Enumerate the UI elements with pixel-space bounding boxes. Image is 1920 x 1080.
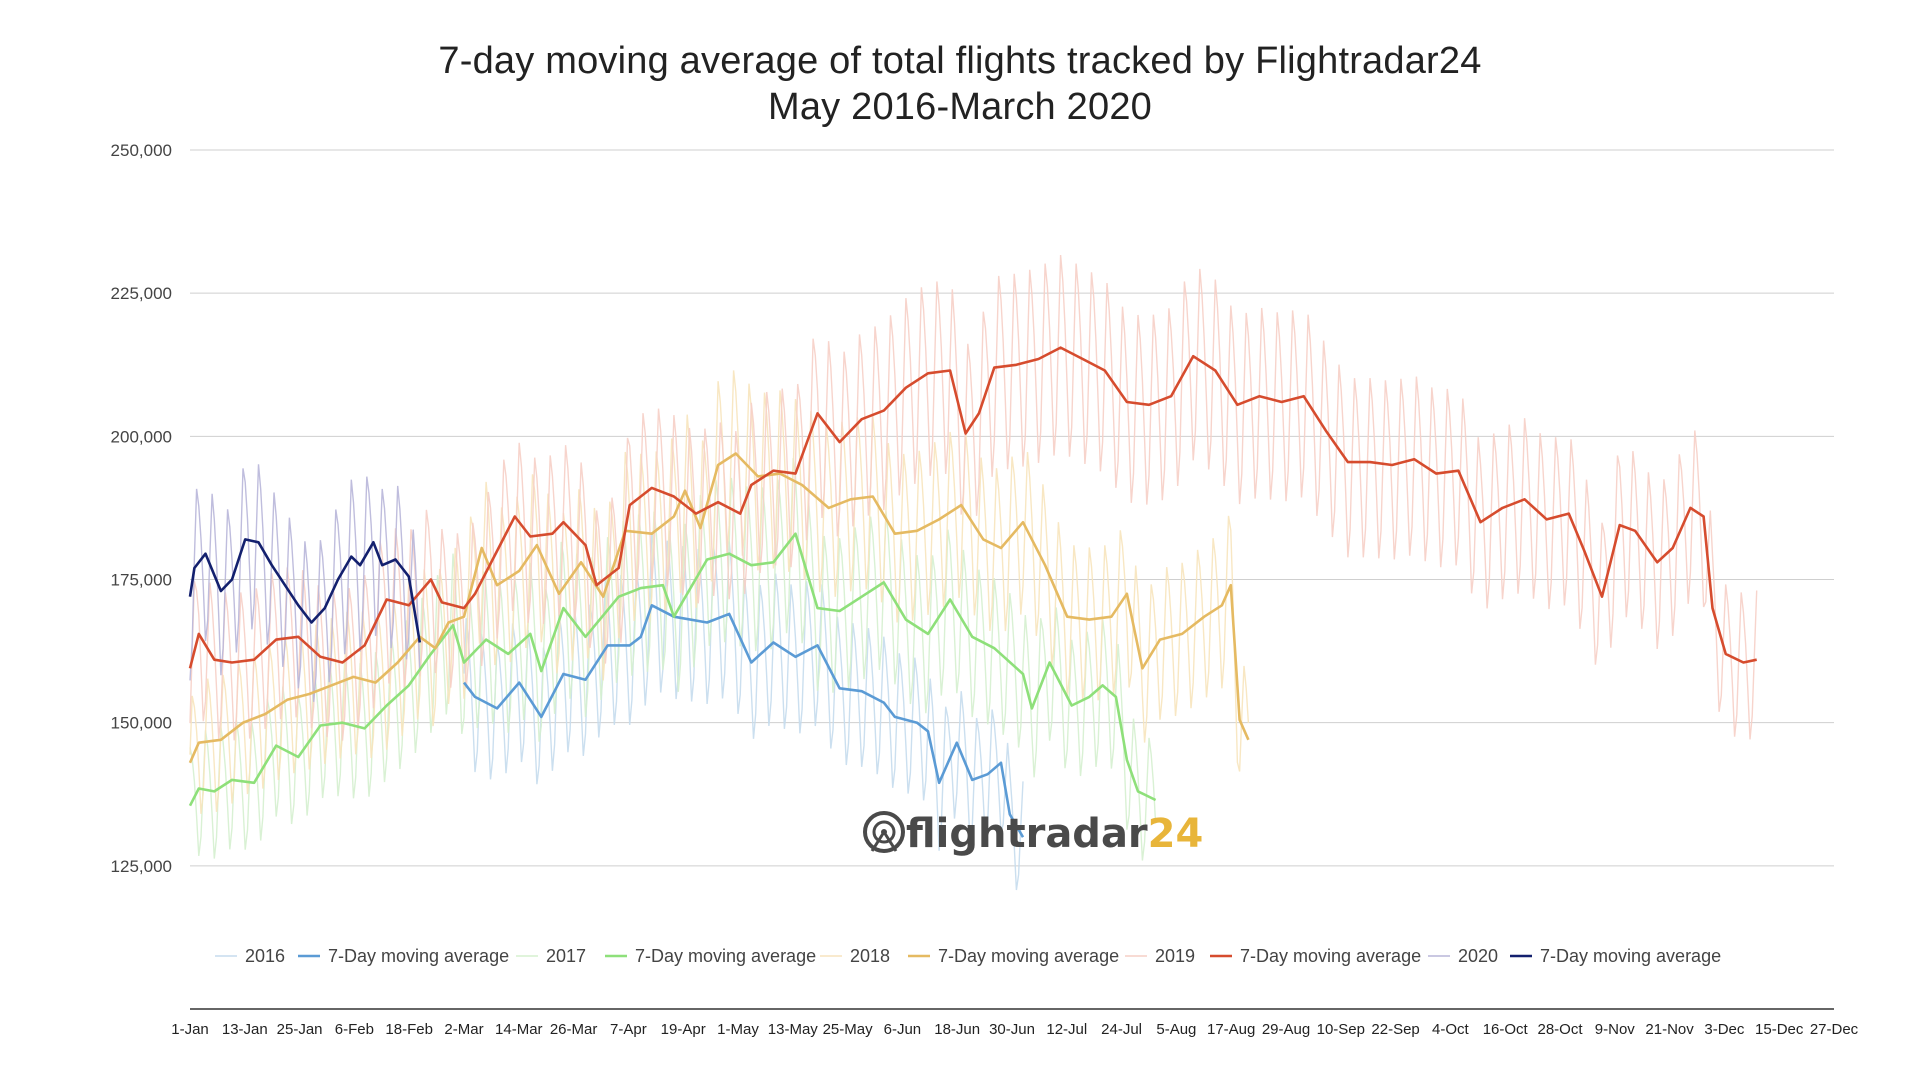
x-tick-label: 16-Oct	[1483, 1021, 1529, 1038]
series-daily-2019	[189, 254, 1758, 741]
x-tick-label: 21-Nov	[1645, 1021, 1694, 1038]
series-layer	[188, 254, 1758, 891]
x-tick-label: 18-Jun	[934, 1021, 980, 1038]
series-daily-2020	[189, 464, 421, 702]
x-tick-label: 19-Apr	[661, 1021, 706, 1038]
legend-label: 2018	[850, 946, 890, 966]
logo-main-text: flightradar	[906, 811, 1148, 857]
x-tick-label: 25-Jan	[277, 1021, 323, 1038]
x-tick-label: 2-Mar	[444, 1021, 483, 1038]
legend: 2016 7-Day moving average 2017 7-Day moving…	[215, 946, 1721, 966]
x-tick-label: 26-Mar	[550, 1021, 598, 1038]
legend-label: 2016	[245, 946, 285, 966]
x-tick-label: 27-Dec	[1810, 1021, 1859, 1038]
x-tick-label: 28-Oct	[1537, 1021, 1583, 1038]
series-daily-2017	[189, 458, 1157, 861]
x-tick-label: 30-Jun	[989, 1021, 1035, 1038]
logo-wordmark: flightradar24	[906, 811, 1203, 857]
x-tick-label: 22-Sep	[1371, 1021, 1419, 1038]
y-tick-label: 250,000	[111, 141, 172, 160]
legend-label: 7-Day moving average	[938, 946, 1119, 966]
series-daily-2018	[189, 370, 1250, 814]
logo-accent-text: 24	[1148, 811, 1204, 857]
chart-subtitle: May 2016-March 2020	[767, 86, 1152, 128]
x-tick-label: 7-Apr	[610, 1021, 647, 1038]
x-tick-label: 17-Aug	[1207, 1021, 1255, 1038]
x-tick-label: 25-May	[823, 1021, 874, 1038]
x-tick-label: 4-Oct	[1432, 1021, 1470, 1038]
x-tick-label: 24-Jul	[1101, 1021, 1142, 1038]
series-moving-average	[188, 452, 1250, 764]
flightradar24-logo: flightradar24	[863, 811, 1203, 857]
x-tick-label: 29-Aug	[1262, 1021, 1310, 1038]
series-moving-average	[188, 538, 422, 643]
series-moving-average	[188, 346, 1757, 669]
x-tick-label: 5-Aug	[1156, 1021, 1196, 1038]
x-tick-label: 18-Feb	[385, 1021, 433, 1038]
x-tick-label: 12-Jul	[1046, 1021, 1087, 1038]
x-tick-label: 13-May	[768, 1021, 819, 1038]
x-tick-label: 9-Nov	[1595, 1021, 1636, 1038]
x-tick-label: 1-May	[717, 1021, 759, 1038]
grid-layer	[190, 149, 1834, 867]
x-tick-label: 15-Dec	[1755, 1021, 1804, 1038]
x-tick-label: 10-Sep	[1317, 1021, 1365, 1038]
x-tick-label: 6-Jun	[884, 1021, 922, 1038]
x-axis-ticks: 1-Jan 13-Jan 25-Jan 6-Feb 18-Feb 2-Mar 14-Mar 2…	[171, 1021, 1858, 1038]
legend-label: 7-Day moving average	[635, 946, 816, 966]
y-axis-ticks: 125,000 150,000 175,000 200,000 225,000 250,0…	[111, 141, 172, 876]
chart-title: 7-day moving average of total flights tr…	[438, 40, 1482, 82]
radar-icon	[863, 811, 905, 853]
legend-label: 2020	[1458, 946, 1498, 966]
y-tick-label: 200,000	[111, 427, 172, 446]
legend-label: 7-Day moving average	[328, 946, 509, 966]
x-tick-label: 6-Feb	[335, 1021, 374, 1038]
x-tick-label: 14-Mar	[495, 1021, 543, 1038]
y-tick-label: 225,000	[111, 284, 172, 303]
legend-label: 2017	[546, 946, 586, 966]
series-moving-average	[462, 604, 1025, 838]
y-tick-label: 175,000	[111, 571, 172, 590]
y-tick-label: 125,000	[111, 857, 172, 876]
x-tick-label: 3-Dec	[1704, 1021, 1745, 1038]
series-moving-average	[188, 532, 1157, 807]
x-tick-label: 1-Jan	[171, 1021, 209, 1038]
legend-label: 7-Day moving average	[1540, 946, 1721, 966]
x-tick-label: 13-Jan	[222, 1021, 268, 1038]
legend-label: 2019	[1155, 946, 1195, 966]
y-tick-label: 150,000	[111, 714, 172, 733]
legend-label: 7-Day moving average	[1240, 946, 1421, 966]
